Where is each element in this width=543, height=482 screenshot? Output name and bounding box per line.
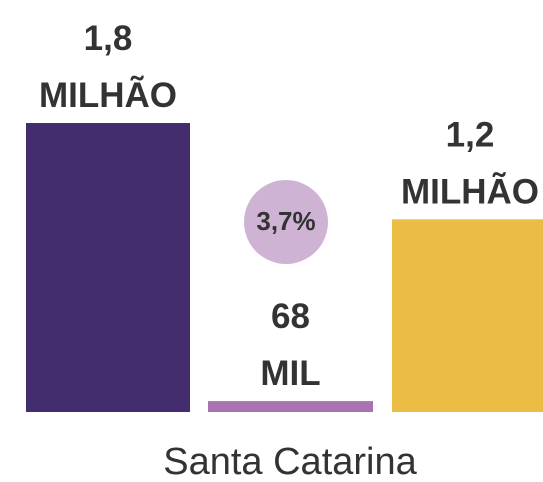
annotation-circle — [244, 180, 328, 264]
annotation: 3,7% — [256, 206, 315, 236]
value-label: 1,8 MILHÃO — [39, 19, 177, 115]
bar — [26, 123, 190, 412]
value-label: 1,2 MILHÃO — [401, 116, 539, 212]
bar — [208, 401, 373, 412]
category-label: Santa Catarina — [163, 441, 417, 482]
value-label: 68 MIL — [260, 297, 320, 393]
bar — [392, 219, 543, 412]
